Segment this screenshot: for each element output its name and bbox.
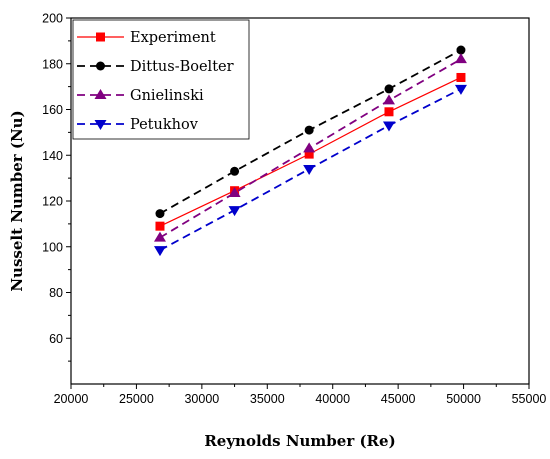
legend-item-gnielinski: Gnielinski	[77, 88, 204, 104]
x-axis-title: Reynolds Number (Re)	[204, 432, 395, 450]
data-point-petukhov	[153, 246, 166, 257]
data-point-gnielinski	[303, 142, 316, 153]
data-point-petukhov	[382, 121, 395, 132]
data-point-experiment	[384, 107, 394, 117]
x-tick-label: 50000	[446, 392, 481, 406]
data-point-dittus-boelter	[230, 166, 240, 176]
data-point-dittus-boelter	[456, 45, 466, 55]
y-tick-label: 120	[42, 195, 63, 209]
y-axis-title: Nusselt Number (Nu)	[8, 110, 26, 291]
data-point-petukhov	[303, 164, 316, 175]
y-tick-label: 80	[49, 286, 63, 300]
x-tick-label: 30000	[184, 392, 219, 406]
data-point-gnielinski	[382, 94, 395, 105]
data-point-experiment	[155, 221, 165, 231]
x-tick-label: 35000	[250, 392, 285, 406]
legend-label-experiment: Experiment	[130, 30, 216, 46]
y-tick-label: 200	[42, 12, 63, 26]
y-tick-label: 140	[42, 149, 63, 163]
legend-marker-experiment	[96, 32, 105, 42]
x-tick-label: 40000	[315, 392, 350, 406]
x-tick-label: 20000	[54, 392, 89, 406]
data-point-gnielinski	[228, 186, 241, 197]
series-dittus-boelter	[155, 45, 466, 219]
legend-label-petukhov: Petukhov	[130, 117, 199, 133]
data-point-dittus-boelter	[384, 84, 394, 94]
data-point-petukhov	[228, 206, 241, 217]
legend-label-dittus-boelter: Dittus-Boelter	[130, 59, 234, 75]
y-tick-label: 180	[42, 57, 63, 71]
data-point-dittus-boelter	[155, 209, 165, 219]
series-petukhov	[153, 84, 467, 257]
x-tick-label: 45000	[381, 392, 416, 406]
legend: Experiment Dittus-Boelter Gnielinski Petukh…	[72, 19, 250, 140]
x-tick-label: 55000	[512, 392, 547, 406]
data-point-petukhov	[454, 84, 467, 95]
y-tick-label: 100	[42, 240, 63, 254]
legend-marker-dittus-boelter	[96, 61, 105, 71]
data-point-experiment	[304, 149, 314, 159]
series-layer	[153, 45, 467, 257]
legend-label-gnielinski: Gnielinski	[130, 88, 204, 104]
legend-item-experiment: Experiment	[77, 30, 216, 46]
data-point-experiment	[456, 72, 466, 82]
y-tick-label: 160	[42, 103, 63, 117]
legend-item-dittus-boelter: Dittus-Boelter	[77, 59, 234, 75]
axis-ticks: 20000 25000 30000 35000 40000 45000 50000 55000…	[42, 12, 546, 407]
x-tick-label: 25000	[119, 392, 154, 406]
data-point-gnielinski	[454, 53, 467, 64]
legend-marker-gnielinski	[94, 89, 107, 99]
legend-marker-petukhov	[94, 120, 107, 130]
y-tick-label: 60	[49, 332, 63, 346]
data-point-dittus-boelter	[304, 125, 314, 135]
series-gnielinski	[153, 53, 467, 242]
legend-item-petukhov: Petukhov	[77, 117, 199, 133]
data-point-gnielinski	[153, 231, 166, 242]
